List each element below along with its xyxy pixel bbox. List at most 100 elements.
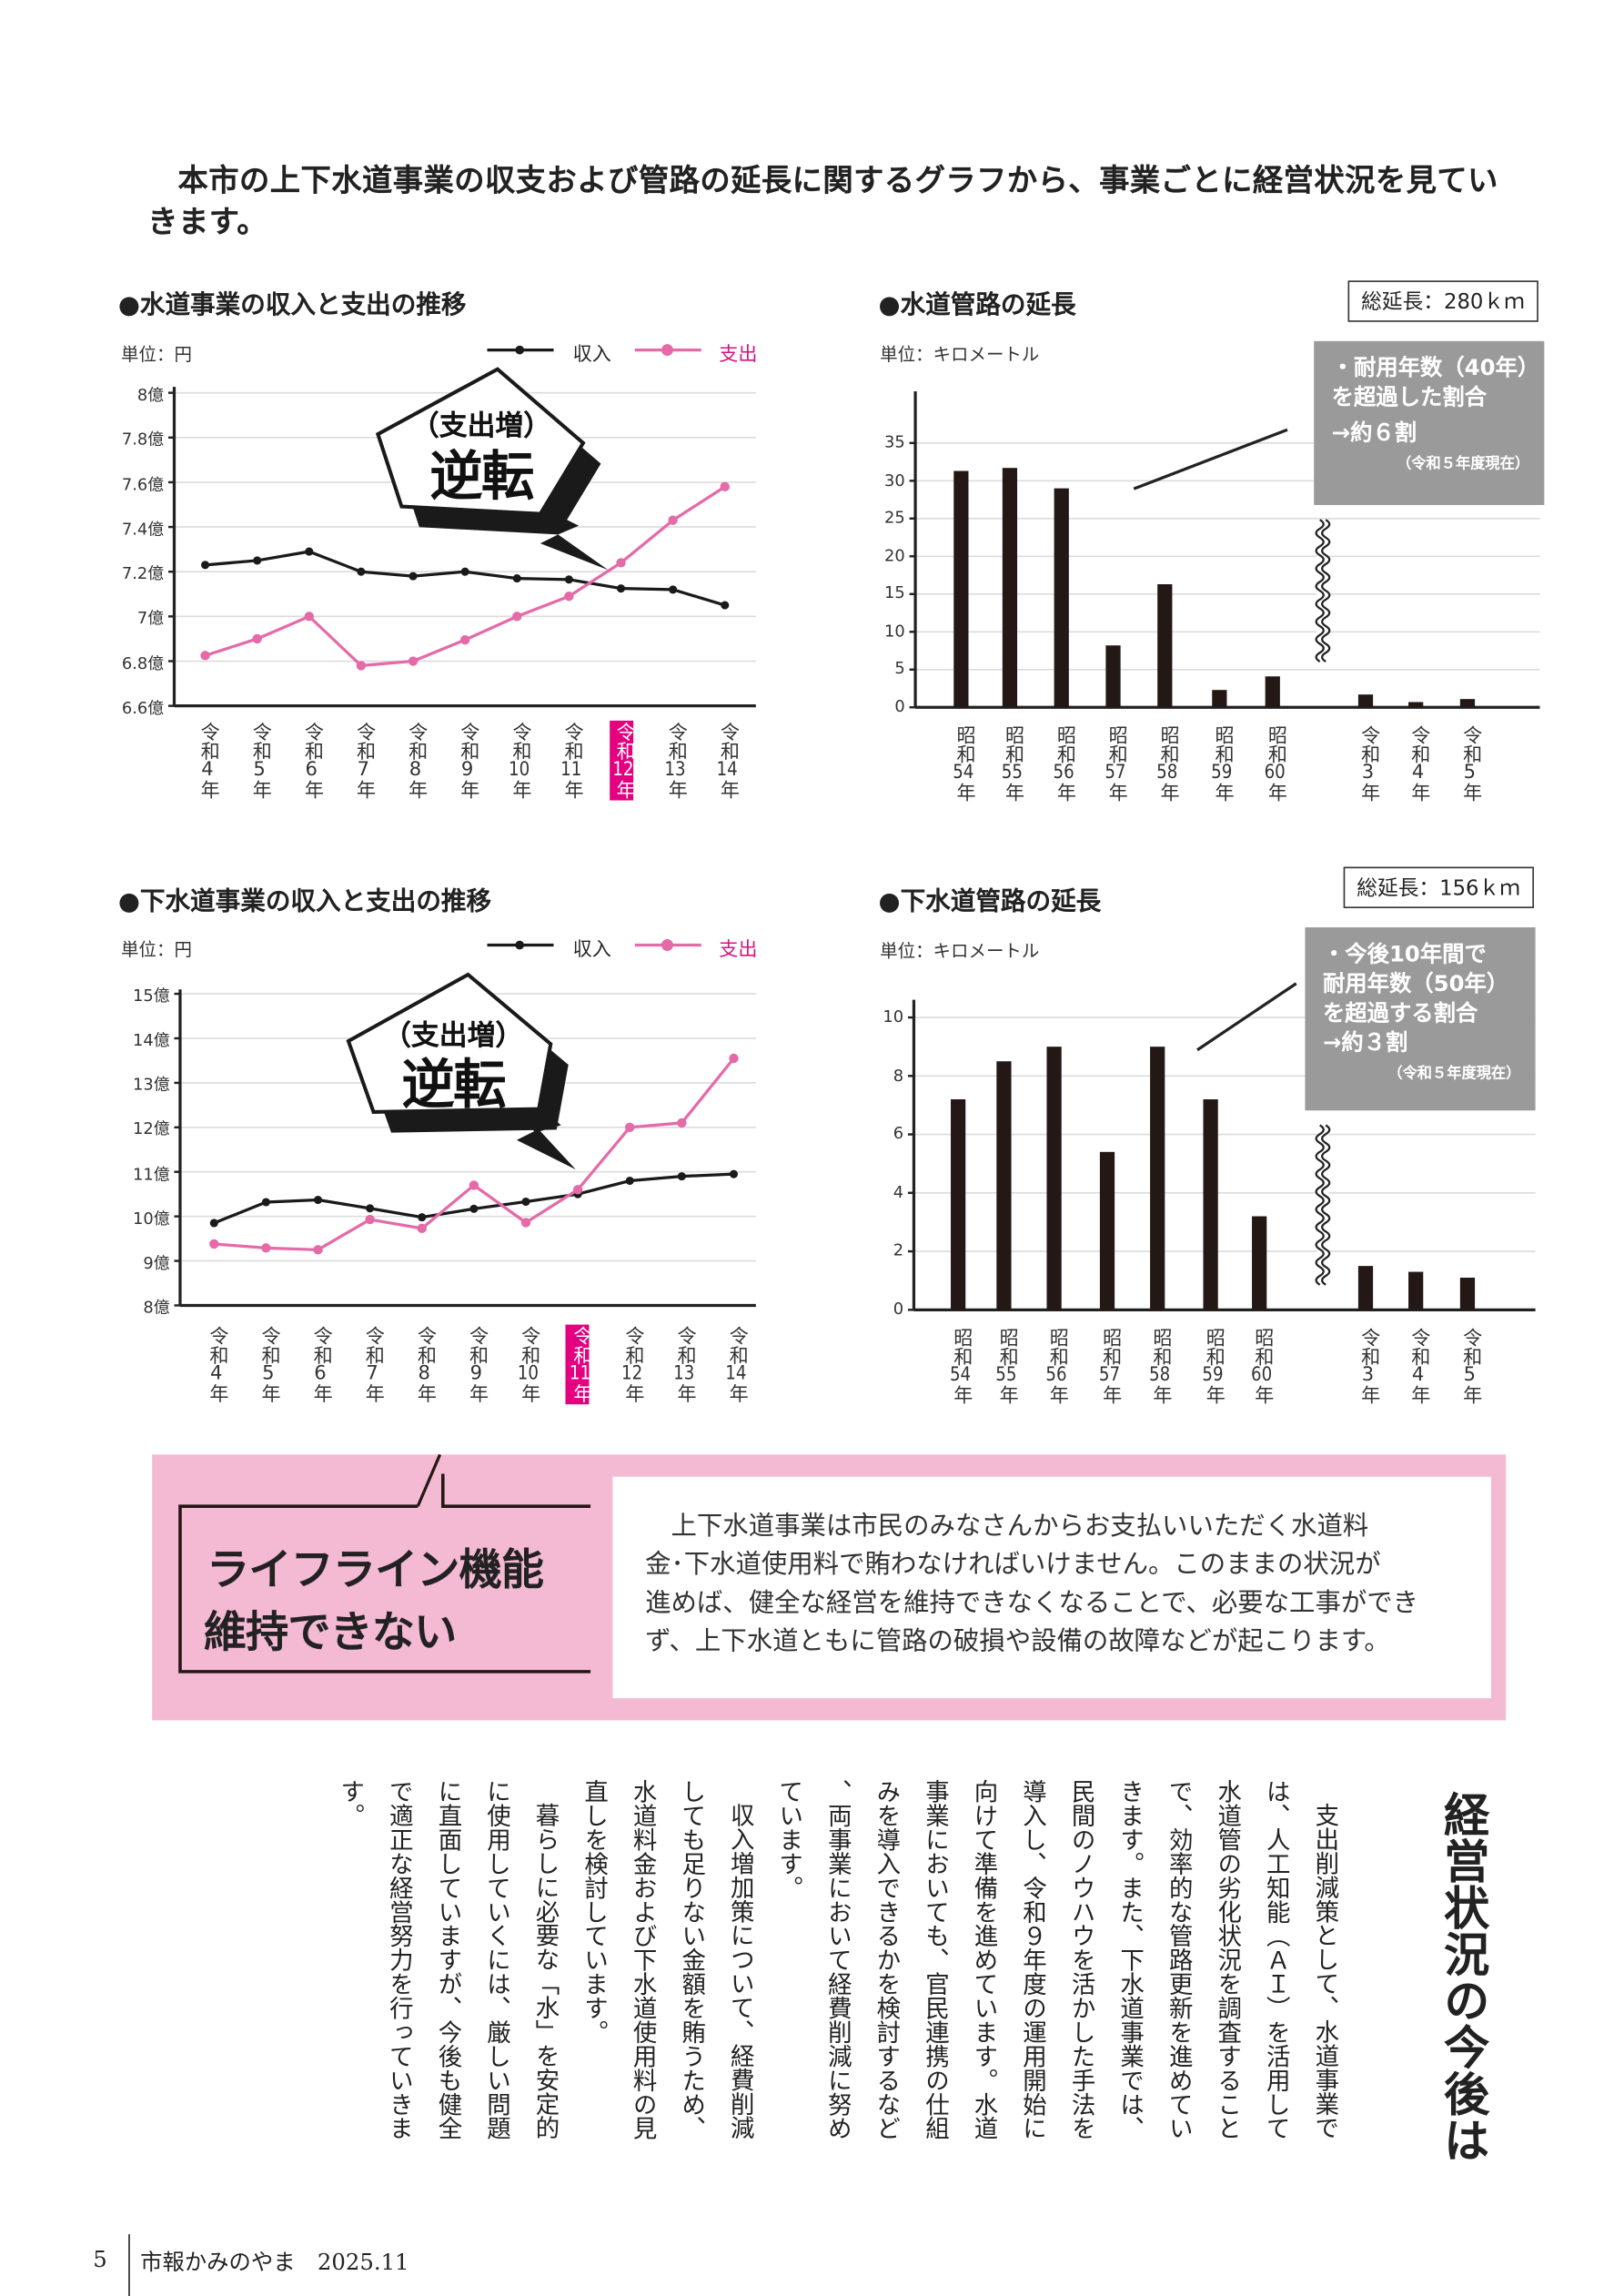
y-tick-label: 20 [883, 545, 905, 566]
x-tick-label: 令和9年 [456, 722, 479, 799]
x-tick-label: 令和4年 [196, 722, 219, 799]
publication-name: 市報かみのやま 2025.11 [140, 2249, 409, 2276]
chart-title-sewer-pipes: ●下水道管路の延長 [878, 887, 1102, 917]
bar [953, 470, 969, 708]
x-tick-label: 令和14年 [716, 722, 739, 799]
x-tick-label: 令和6年 [308, 1326, 332, 1403]
callout-line: →約３割 [1322, 1029, 1408, 1057]
lightning-bolt-icon [501, 1096, 576, 1170]
total-length-box: 総延長：156ｋｍ [1343, 866, 1534, 908]
data-point [313, 1245, 323, 1255]
badge-subtitle: （支出増） [410, 410, 552, 442]
callout-leader-line [1196, 982, 1297, 1052]
x-tick-label: 昭和57年 [1098, 1327, 1121, 1405]
x-tick-label: 令和11年 [560, 722, 582, 799]
data-point [365, 1214, 375, 1225]
axis-break-icon [1315, 1124, 1331, 1286]
bar [1459, 1277, 1476, 1310]
data-point [669, 585, 678, 594]
y-tick-label: 10億 [133, 1209, 170, 1229]
callout-leader-line [1133, 428, 1288, 491]
data-point [460, 567, 469, 576]
bar [996, 1061, 1012, 1310]
data-point [520, 1218, 531, 1228]
notice-body-line: 上下水道事業は市民のみなさんからお支払いいただく水道料 [645, 1512, 1369, 1542]
badge-title: 逆転 [429, 447, 534, 509]
x-tick-label: 令和8年 [413, 1326, 436, 1403]
y-tick-label: 0 [894, 696, 905, 717]
bar [1002, 468, 1018, 708]
article-title: 経営状況の今後は [1435, 1791, 1488, 2164]
bar [1357, 1266, 1374, 1310]
data-point [512, 612, 522, 622]
page-number: 5 [93, 2246, 107, 2273]
data-point [729, 1169, 739, 1178]
data-point [616, 558, 626, 568]
data-point [357, 567, 366, 576]
y-tick-label: 6 [893, 1124, 904, 1144]
bar [1099, 1151, 1115, 1310]
legend-marker [515, 345, 525, 355]
badge-title: 逆転 [401, 1056, 506, 1117]
data-point [305, 547, 314, 556]
data-point [469, 1180, 479, 1190]
notice-body-line: 金･下水道使用料で賄わなければいけません。このままの状況が [645, 1550, 1381, 1581]
data-point [209, 1239, 219, 1249]
data-point [356, 661, 367, 671]
x-tick-label: 令和12年 [620, 1326, 643, 1403]
x-tick-label: 令和11年 [566, 1324, 591, 1405]
x-tick-label: 令和5年 [247, 722, 271, 799]
bar [1265, 676, 1280, 708]
callout-note: （令和５年度現在） [1397, 456, 1530, 473]
x-tick-label: 令和5年 [1458, 1327, 1481, 1405]
x-tick-label: 昭和57年 [1104, 724, 1127, 803]
callout-box: ・今後10年間で 耐用年数（50年） を超過する割合 →約３割 （令和５年度現在… [1305, 927, 1536, 1111]
chart-title-water-finance: ●水道事業の収入と支出の推移 [117, 290, 467, 321]
chart-unit: 単位：キロメートル [880, 940, 1040, 962]
y-tick-label: 15 [883, 583, 905, 603]
x-tick-label: 昭和60年 [1264, 724, 1286, 803]
x-tick-label: 昭和54年 [949, 1327, 972, 1405]
badge-shape [375, 367, 586, 516]
y-tick-label: 35 [883, 432, 905, 452]
x-tick-label: 昭和55年 [1001, 724, 1024, 803]
data-point [366, 1204, 375, 1213]
legend-marker [515, 940, 525, 950]
y-tick-label: 8 [893, 1065, 904, 1086]
bar [1408, 702, 1424, 708]
data-point [408, 656, 419, 666]
bar [1054, 488, 1069, 708]
x-tick-label: 昭和59年 [1201, 1327, 1225, 1405]
y-tick-label: 5 [894, 659, 905, 679]
data-point [677, 1172, 686, 1181]
y-tick-label: 0 [893, 1299, 904, 1320]
y-tick-label: 13億 [133, 1075, 170, 1095]
data-point [261, 1198, 270, 1207]
x-tick-label: 昭和56年 [1044, 1327, 1068, 1405]
y-tick-label: 8億 [143, 1298, 170, 1318]
callout-line: ・今後10年間で [1322, 940, 1487, 967]
article-paragraph: 収入増加策について、経費削減しても足りない金額を賄うため、水道料金および下水道使… [580, 1779, 755, 2140]
article-paragraph: 支出削減策として、水道事業では、人工知能（ＡＩ）を活用して水道管の劣化状況を調査… [774, 1779, 1339, 2140]
legend-marker [661, 939, 673, 952]
x-tick-label: 令和4年 [1407, 724, 1429, 803]
data-point [625, 1176, 634, 1186]
notice-body-line: 進めば、健全な経営を維持できなくなることで、必要な工事ができ [645, 1589, 1419, 1619]
data-point [252, 633, 262, 644]
x-tick-label: 令和12年 [609, 720, 634, 801]
data-point [459, 634, 470, 645]
badge-shape [346, 972, 553, 1114]
y-tick-label: 6.6億 [121, 698, 165, 718]
y-tick-label: 2 [893, 1240, 904, 1260]
article-body: 支出削減策として、水道事業では、人工知能（ＡＩ）を活用して水道管の劣化状況を調査… [229, 1779, 1350, 2142]
bar [1203, 1099, 1218, 1310]
legend-expense: 支出 [719, 939, 758, 962]
data-point [721, 601, 730, 610]
x-tick-label: 令和14年 [724, 1326, 748, 1403]
bar [1157, 584, 1173, 708]
y-tick-label: 8億 [136, 385, 165, 405]
chart-unit: 単位：円 [121, 939, 192, 960]
x-tick-label: 昭和55年 [994, 1327, 1018, 1405]
bar [1150, 1047, 1165, 1310]
bar [951, 1099, 966, 1310]
